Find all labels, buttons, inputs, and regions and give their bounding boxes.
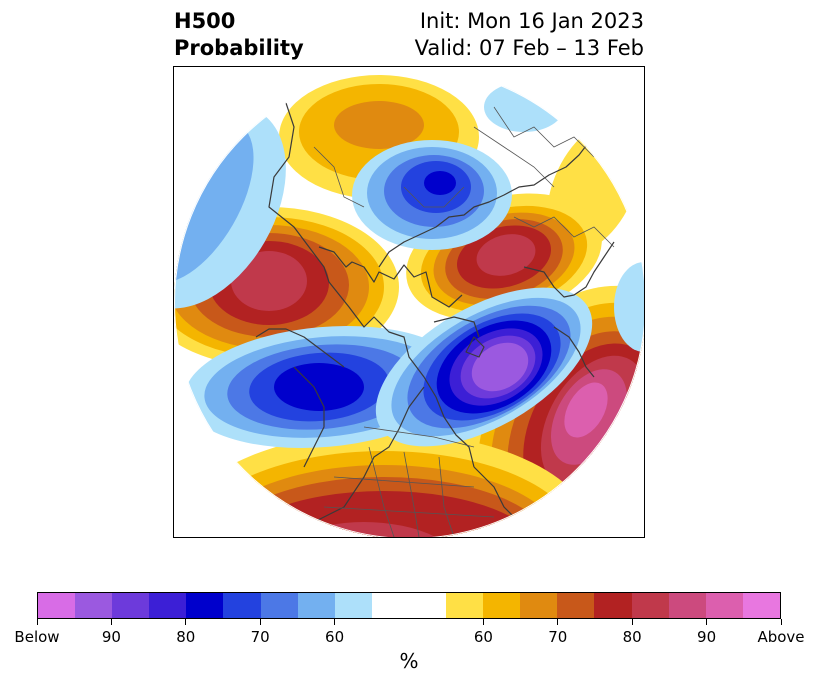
colorbar-cell [371, 593, 409, 618]
colorbar-cell [742, 593, 780, 618]
map-field [174, 67, 644, 537]
colorbar-tick [706, 619, 708, 625]
colorbar-tick [185, 619, 187, 625]
init-date: Init: Mon 16 Jan 2023 [419, 9, 644, 33]
colorbar-cell [223, 593, 261, 618]
colorbar-tick [482, 619, 484, 625]
colorbar-cell [408, 593, 447, 618]
title-product: Probability [174, 36, 304, 60]
colorbar-cell [631, 593, 669, 618]
colorbar-cell [38, 593, 76, 618]
colorbar [37, 592, 781, 619]
polar-map [173, 66, 645, 538]
colorbar-cell [112, 593, 150, 618]
political-borders [313, 106, 615, 537]
colorbar-tick [36, 619, 38, 625]
colorbar-tick-label: 80 [176, 628, 196, 646]
colorbar-tick-label: Above [757, 628, 805, 646]
colorbar-cell [483, 593, 521, 618]
colorbar-cell [705, 593, 743, 618]
colorbar-cell [334, 593, 372, 618]
colorbar-tick-label: Below [14, 628, 60, 646]
colorbar-tick-label: 60 [325, 628, 345, 646]
colorbar-cell [149, 593, 187, 618]
coastlines [253, 76, 615, 537]
colorbar-cell [446, 593, 484, 618]
colorbar-cell [668, 593, 706, 618]
colorbar-tick-label: 70 [250, 628, 270, 646]
anomaly-below-arctic [352, 140, 512, 250]
colorbar-tick-label: 80 [622, 628, 642, 646]
colorbar-tick-label: 60 [473, 628, 493, 646]
colorbar-cell [594, 593, 632, 618]
colorbar-tick [631, 619, 633, 625]
colorbar-cell [520, 593, 558, 618]
colorbar-tick [334, 619, 336, 625]
colorbar-cell [75, 593, 113, 618]
colorbar-tick-label: 90 [101, 628, 121, 646]
colorbar-units: % [399, 649, 419, 673]
colorbar-tick [557, 619, 559, 625]
title-variable: H500 [174, 9, 236, 33]
valid-range: Valid: 07 Feb – 13 Feb [414, 36, 644, 60]
colorbar-tick [110, 619, 112, 625]
colorbar-tick [780, 619, 782, 625]
map-svg [174, 67, 644, 537]
anomaly-below-north-atlantic [375, 287, 593, 447]
colorbar-tick [259, 619, 261, 625]
plot-title: H500 Probability [174, 8, 304, 62]
colorbar-cell [557, 593, 595, 618]
colorbar-cell [186, 593, 224, 618]
colorbar-cell [260, 593, 298, 618]
colorbar-tick-label: 90 [697, 628, 717, 646]
colorbar-tick-label: 70 [548, 628, 568, 646]
colorbar-cell [297, 593, 335, 618]
plot-dates: Init: Mon 16 Jan 2023 Valid: 07 Feb – 13… [415, 8, 644, 62]
